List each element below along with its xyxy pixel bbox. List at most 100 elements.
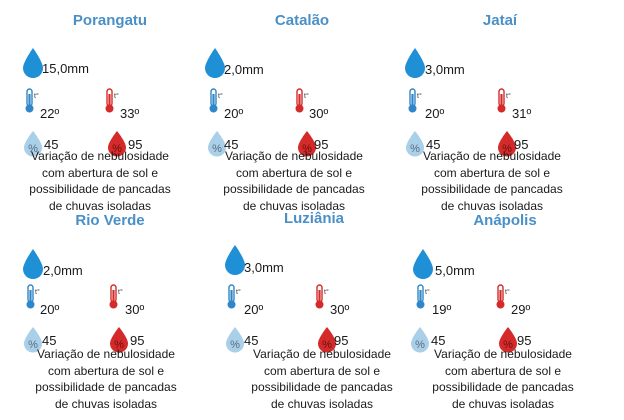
description-line: Variação de nebulosidade <box>253 347 391 361</box>
description-line: com abertura de sol e <box>41 165 159 180</box>
description-line: de chuvas isoladas <box>451 396 555 411</box>
min-temperature: 20º <box>40 302 60 317</box>
city-name: Rio Verde <box>75 212 145 229</box>
city-name: Catalão <box>274 12 330 29</box>
max-temperature: 31º <box>512 106 532 121</box>
description-line: Variação de nebulosidade <box>434 347 572 361</box>
svg-text:t°: t° <box>324 288 329 296</box>
rainfall-value: 15,0mm <box>42 61 89 76</box>
min-humidity: 45 <box>224 137 239 152</box>
svg-text:t°: t° <box>304 92 309 100</box>
thermometer-cold-icon: t° <box>226 284 248 315</box>
svg-text:%: % <box>28 339 38 351</box>
thermometer-cold-icon: t° <box>208 88 230 119</box>
city-forecast-card: Jataí 3,0mm t° t° 20º 31º % % 45 95 Variaçã… <box>400 12 600 213</box>
thermometer-hot-icon: t° <box>104 88 126 119</box>
svg-text:t°: t° <box>417 92 422 100</box>
description-line: possibilidade de pancadas <box>432 380 574 394</box>
forecast-description: Variação de nebulosidade com abertura de … <box>6 346 206 412</box>
description-line: Variação de nebulosidade <box>37 347 175 361</box>
thermometer-hot-icon: t° <box>294 88 316 119</box>
max-humidity: 95 <box>130 333 145 348</box>
city-forecast-card: Anápolis 5,0mm t° t° 19º 29º % % 45 95 Vari… <box>405 212 605 412</box>
thermometer-cold-icon: t° <box>407 88 429 119</box>
max-temperature: 30º <box>330 302 350 317</box>
rainfall-value: 2,0mm <box>43 263 83 278</box>
description-line: de chuvas isoladas <box>54 396 158 411</box>
description-line: de chuvas isoladas <box>48 198 152 213</box>
description-line: possibilidade de pancadas <box>421 182 563 196</box>
rainfall-value: 5,0mm <box>435 263 475 278</box>
svg-text:%: % <box>212 143 222 155</box>
city-name: Jataí <box>482 12 518 29</box>
humidity-low-icon: % <box>22 130 44 163</box>
forecast-description: Variação de nebulosidade com abertura de … <box>222 346 422 412</box>
min-temperature: 20º <box>425 106 445 121</box>
svg-text:t°: t° <box>218 92 223 100</box>
max-humidity: 95 <box>517 333 532 348</box>
svg-text:%: % <box>322 339 332 351</box>
svg-text:t°: t° <box>506 92 511 100</box>
thermometer-cold-icon: t° <box>24 88 46 119</box>
min-humidity: 45 <box>244 333 259 348</box>
humidity-high-icon: % <box>108 326 130 359</box>
description-line: com abertura de sol e <box>263 363 381 378</box>
description-line: com abertura de sol e <box>47 363 165 378</box>
max-humidity: 95 <box>514 137 529 152</box>
forecast-description: Variação de nebulosidade com abertura de … <box>0 148 200 214</box>
city-forecast-card: Porangatu 15,0mm t° t° 22º 33º % % 45 95 Va… <box>10 12 210 213</box>
description-line: de chuvas isoladas <box>270 396 374 411</box>
svg-text:t°: t° <box>236 288 241 296</box>
description-line: possibilidade de pancadas <box>35 380 177 394</box>
description-line: Variação de nebulosidade <box>225 149 363 163</box>
min-humidity: 45 <box>431 333 446 348</box>
humidity-high-icon: % <box>296 130 318 163</box>
min-temperature: 20º <box>224 106 244 121</box>
description-line: com abertura de sol e <box>433 165 551 180</box>
svg-text:t°: t° <box>114 92 119 100</box>
min-humidity: 45 <box>426 137 441 152</box>
description-line: de chuvas isoladas <box>242 198 346 213</box>
rain-drop-icon <box>204 47 226 84</box>
svg-text:%: % <box>415 339 425 351</box>
humidity-low-icon: % <box>206 130 228 163</box>
min-temperature: 19º <box>432 302 452 317</box>
svg-text:%: % <box>410 143 420 155</box>
svg-text:t°: t° <box>35 288 40 296</box>
humidity-high-icon: % <box>496 130 518 163</box>
humidity-high-icon: % <box>106 130 128 163</box>
rain-drop-icon <box>404 47 426 84</box>
city-forecast-card: Rio Verde 2,0mm t° t° 20º 30º % % 45 95 Var… <box>10 212 210 412</box>
svg-text:%: % <box>112 143 122 155</box>
humidity-low-icon: % <box>22 326 44 359</box>
thermometer-hot-icon: t° <box>496 88 518 119</box>
svg-text:%: % <box>503 339 513 351</box>
forecast-description: Variação de nebulosidade com abertura de … <box>392 148 592 214</box>
svg-text:t°: t° <box>118 288 123 296</box>
thermometer-hot-icon: t° <box>108 284 130 315</box>
min-temperature: 20º <box>244 302 264 317</box>
svg-text:%: % <box>302 143 312 155</box>
thermometer-hot-icon: t° <box>495 284 517 315</box>
rain-drop-icon <box>224 244 246 281</box>
description-line: Variação de nebulosidade <box>31 149 169 163</box>
humidity-high-icon: % <box>497 326 519 359</box>
rainfall-value: 3,0mm <box>425 62 465 77</box>
rain-drop-icon <box>22 47 44 84</box>
svg-text:%: % <box>502 143 512 155</box>
thermometer-hot-icon: t° <box>314 284 336 315</box>
thermometer-cold-icon: t° <box>25 284 47 315</box>
svg-text:%: % <box>28 143 38 155</box>
thermometer-cold-icon: t° <box>415 284 437 315</box>
forecast-description: Variação de nebulosidade com abertura de … <box>403 346 603 412</box>
city-name: Porangatu <box>72 12 148 29</box>
rain-drop-icon <box>412 248 434 285</box>
max-temperature: 29º <box>511 302 531 317</box>
svg-text:t°: t° <box>425 288 430 296</box>
rain-drop-icon <box>22 248 44 285</box>
max-humidity: 95 <box>128 137 143 152</box>
city-name: Luziânia <box>283 210 344 227</box>
description-line: com abertura de sol e <box>235 165 353 180</box>
rainfall-value: 3,0mm <box>244 260 284 275</box>
description-line: possibilidade de pancadas <box>223 182 365 196</box>
